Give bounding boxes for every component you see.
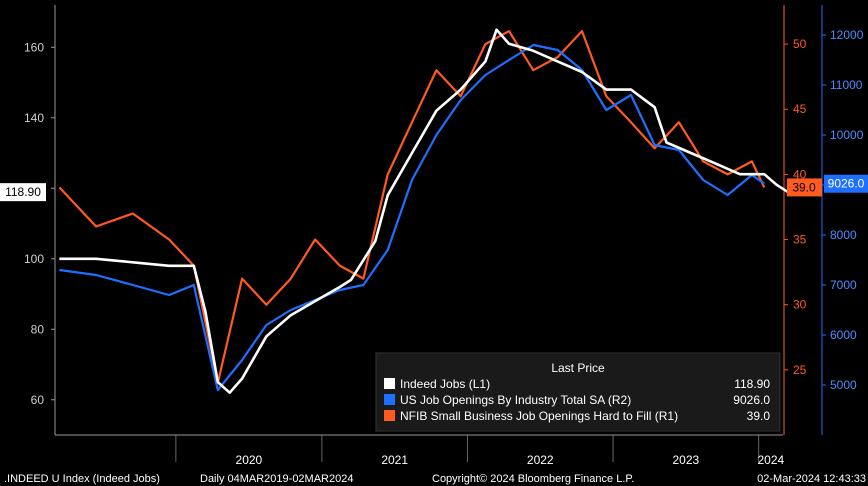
badge-r2-label: 9026.0 (828, 177, 865, 191)
l1-tick-label: 60 (31, 393, 45, 407)
series-line-r1 (58, 30, 766, 384)
r2-tick-label: 8000 (830, 228, 857, 242)
r1-tick-label: 25 (793, 363, 807, 377)
x-tick-label: 2021 (381, 453, 408, 467)
legend-rows: Indeed Jobs (L1) 118.90 US Job Openings By… (384, 377, 770, 423)
legend-series-name: NFIB Small Business Job Openings Hard to… (400, 409, 678, 423)
footer-timestamp: 02-Mar-2024 12:43:33 (757, 473, 866, 485)
badge-r1-label: 39.0 (792, 180, 816, 194)
footer-copyright: Copyright© 2024 Bloomberg Finance L.P. (432, 473, 634, 485)
badge-l1-label: 118.90 (5, 185, 41, 199)
legend-series-value: 118.90 (734, 377, 770, 391)
legend-swatch (384, 394, 395, 405)
legend: Last Price Indeed Jobs (L1) 118.90 US Job … (375, 352, 781, 432)
x-tick-label: 2022 (527, 453, 554, 467)
r2-tick-label: 7000 (830, 278, 857, 292)
chart-grid (175, 435, 760, 462)
r2-tick-label: 5000 (830, 378, 857, 392)
x-tick-label: 2020 (236, 453, 263, 467)
r1-tick-label: 35 (793, 233, 807, 247)
l1-tick-label: 160 (24, 40, 44, 54)
last-price-badges: 118.90 39.0 9026.0 (0, 174, 868, 202)
chart-axes: 2020202120222023202460801001201401602530… (24, 5, 864, 467)
l1-tick-label: 100 (24, 252, 44, 266)
badge-r1 (787, 178, 822, 197)
legend-header: Last Price (551, 361, 605, 375)
l1-tick-label: 80 (31, 322, 45, 336)
r2-tick-label: 10000 (830, 128, 864, 142)
x-tick-label: 2023 (673, 453, 700, 467)
legend-swatch (384, 410, 395, 421)
badge-l1 (0, 183, 46, 202)
l1-tick-label: 140 (24, 111, 44, 125)
legend-series-value: 9026.0 (733, 393, 770, 407)
badge-r2 (824, 174, 868, 193)
r2-tick-label: 6000 (830, 328, 857, 342)
footer-period: Daily 04MAR2019-02MAR2024 (200, 473, 353, 485)
r2-tick-label: 12000 (830, 28, 864, 42)
series-line-l1 (59, 28, 789, 394)
footer-security: .INDEED U Index (Indeed Jobs) (4, 473, 160, 485)
legend-series-value: 39.0 (747, 409, 771, 423)
legend-background (375, 352, 781, 432)
series-line-r2 (59, 43, 765, 392)
r1-tick-label: 30 (793, 298, 807, 312)
footer: .INDEED U Index (Indeed Jobs) Daily 04MA… (4, 473, 866, 485)
r1-tick-label: 40 (793, 167, 807, 181)
legend-series-name: US Job Openings By Industry Total SA (R2… (400, 393, 631, 407)
r1-tick-label: 45 (793, 102, 807, 116)
chart-series (58, 28, 789, 394)
legend-swatch (384, 378, 395, 389)
x-tick-label: 2024 (757, 453, 784, 467)
r1-tick-label: 50 (793, 37, 807, 51)
legend-series-name: Indeed Jobs (L1) (400, 377, 490, 391)
r2-tick-label: 11000 (830, 78, 863, 92)
